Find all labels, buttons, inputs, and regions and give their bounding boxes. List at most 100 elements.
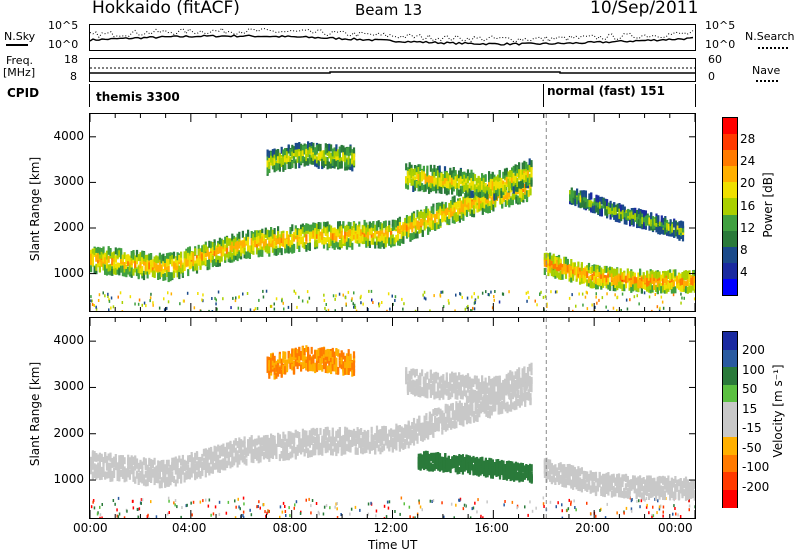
- band-1-cell: [626, 268, 629, 276]
- band-1-cell: [683, 280, 686, 288]
- band-3-cell: [429, 185, 432, 193]
- band-0-cell: [421, 229, 424, 237]
- band-1-cell: [602, 269, 605, 277]
- band-1-cell: [665, 286, 668, 294]
- band-2-cell: [337, 161, 340, 168]
- band-0-cell: [338, 221, 341, 229]
- scatter-cell: [633, 295, 636, 299]
- band-2-cell: [296, 142, 299, 150]
- band-1-cell: [559, 258, 562, 266]
- band-0-cell: [485, 196, 488, 204]
- band-0-cell: [409, 215, 412, 223]
- band-0-cell: [105, 268, 109, 276]
- scatter-cell: [466, 296, 469, 300]
- band-4-cell: [609, 200, 612, 208]
- ytick-label: 1000: [53, 472, 84, 487]
- band-0-cell: [412, 213, 416, 221]
- scatter-cell: [529, 500, 531, 504]
- band-2-cell: [273, 165, 276, 173]
- band-0-cell: [275, 452, 278, 459]
- band-0-cell: [298, 230, 301, 238]
- band-0-cell: [275, 448, 278, 456]
- band-0-cell: [90, 258, 93, 265]
- band-0-cell: [481, 198, 484, 206]
- colorbar-segment: [723, 198, 737, 216]
- scatter-cell: [99, 516, 101, 518]
- band-1-cell: [612, 284, 615, 292]
- band-0-cell: [382, 236, 386, 244]
- band-0-cell: [157, 264, 160, 272]
- scatter-cell: [494, 290, 496, 293]
- band-4-cell: [614, 214, 617, 222]
- scatter-cell: [295, 500, 298, 504]
- band-1-cell: [628, 271, 631, 279]
- band-0-cell: [416, 231, 419, 239]
- band-0-cell: [361, 447, 364, 455]
- scatter-cell: [556, 290, 558, 294]
- band-0-cell: [135, 471, 139, 479]
- scatter-cell: [661, 300, 664, 304]
- band-0-cell: [255, 240, 259, 248]
- scatter-cell: [214, 505, 217, 509]
- band-0-cell: [90, 253, 93, 261]
- band-0-cell: [135, 269, 139, 277]
- scatter-cell: [654, 293, 656, 296]
- band-0-cell: [324, 228, 327, 236]
- band-0-cell: [358, 434, 361, 442]
- band-4-cell: [671, 225, 674, 233]
- colorbar-tick-label: 16: [740, 198, 756, 213]
- band-0-cell: [169, 477, 172, 485]
- band-1-cell: [575, 266, 578, 274]
- band-0-cell: [169, 257, 172, 265]
- band-0-cell: [102, 263, 105, 271]
- band-0-cell: [257, 450, 260, 458]
- band-0-cell: [118, 250, 121, 258]
- band-2-cell: [291, 161, 294, 168]
- band-0-cell: [158, 261, 161, 269]
- band-0-cell: [227, 238, 230, 246]
- band-0-cell: [335, 228, 338, 236]
- scatter-cell: [423, 290, 426, 294]
- band-0-cell: [305, 442, 308, 450]
- band-0-cell: [317, 448, 320, 456]
- band-1-cell: [632, 275, 635, 283]
- band-0-cell: [132, 268, 135, 276]
- scatter-cell: [542, 502, 545, 506]
- band-0-cell: [139, 252, 142, 260]
- band-3-cell: [419, 178, 422, 186]
- scatter-cell: [249, 508, 251, 512]
- band-0-cell: [210, 449, 213, 457]
- band-0-cell: [427, 208, 430, 216]
- band-1-cell: [602, 280, 605, 288]
- band-2-cell: [270, 155, 273, 163]
- band-0-cell: [511, 198, 514, 206]
- band-0-cell: [241, 241, 244, 249]
- band-4-cell: [581, 200, 584, 208]
- band-0-cell: [367, 436, 370, 444]
- band-0-cell: [234, 453, 237, 461]
- scatter-cell: [99, 513, 102, 517]
- band-1-cell: [594, 282, 598, 290]
- scatter-cell: [218, 512, 221, 516]
- band-0-cell: [167, 473, 170, 481]
- band-0-cell: [335, 240, 338, 248]
- band-0-cell: [418, 211, 421, 219]
- band-3-cell: [466, 184, 470, 192]
- scatter-cell: [568, 498, 570, 502]
- band-0-cell: [204, 454, 207, 462]
- band-3-cell: [521, 162, 524, 170]
- band-0-cell: [224, 457, 227, 465]
- scatter-cell: [287, 305, 290, 309]
- band-0-cell: [90, 265, 93, 273]
- band-0-cell: [121, 259, 124, 267]
- band-0-cell: [238, 231, 241, 239]
- band-0-cell: [335, 430, 338, 438]
- scatter-cell: [441, 290, 444, 294]
- band-3-cell: [435, 186, 438, 194]
- band-3-cell: [459, 177, 462, 185]
- band-0-cell: [458, 215, 461, 223]
- scatter-cell: [620, 309, 622, 311]
- band-0-cell: [172, 261, 176, 269]
- band-0-cell: [240, 245, 243, 253]
- band-0-cell: [388, 220, 391, 228]
